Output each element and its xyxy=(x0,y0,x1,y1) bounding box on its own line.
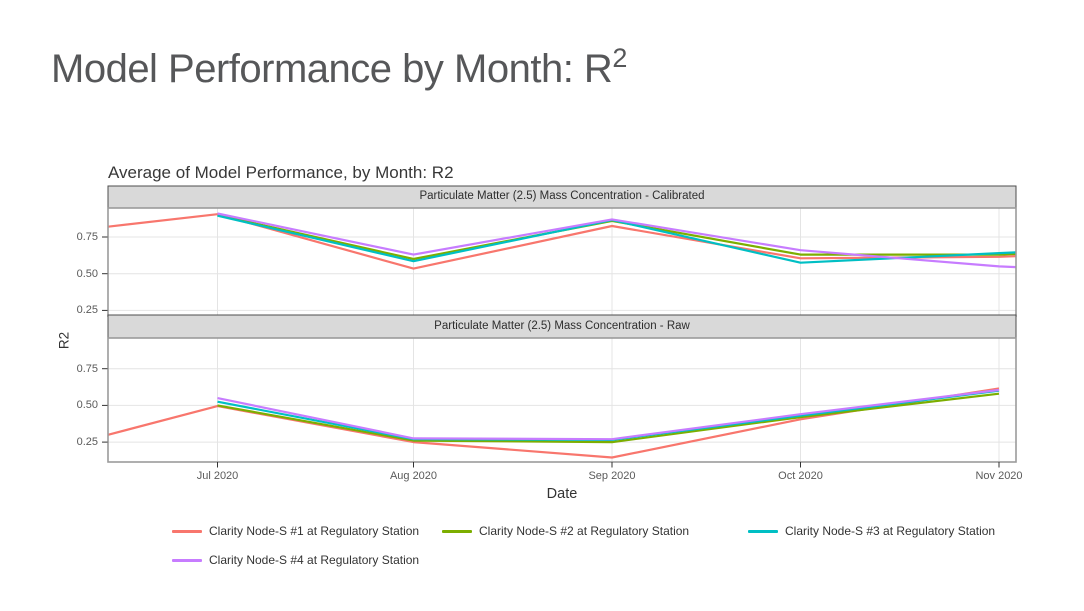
x-axis-tick-label: Sep 2020 xyxy=(588,470,636,482)
x-axis-tick-label: Jul 2020 xyxy=(196,470,239,482)
data-line xyxy=(217,212,1017,269)
x-axis-title: Date xyxy=(546,486,578,502)
y-axis-tick-label: 0.50 xyxy=(76,267,98,280)
legend-label: Clarity Node-S #1 at Regulatory Station xyxy=(209,524,420,538)
legend-entry[interactable]: Clarity Node-S #4 at Regulatory Station xyxy=(172,552,419,568)
legend-entry[interactable]: Clarity Node-S #3 at Regulatory Station xyxy=(748,523,995,539)
x-axis-tick-label: Aug 2020 xyxy=(389,470,438,482)
page-title-text: Model Performance by Month: R xyxy=(51,47,613,91)
legend-entry[interactable]: Clarity Node-S #1 at Regulatory Station xyxy=(172,523,419,539)
data-line xyxy=(217,392,1000,444)
data-line xyxy=(217,388,1000,441)
x-axis-tick-label: Oct 2020 xyxy=(778,470,823,482)
legend-swatch-line xyxy=(172,529,202,533)
data-line xyxy=(217,213,1017,261)
y-axis-tick-label: 0.75 xyxy=(76,231,98,243)
y-axis-tick-label: 0.25 xyxy=(76,304,98,317)
data-line xyxy=(217,214,1017,264)
chart-title: Average of Model Performance, by Month: … xyxy=(108,163,454,182)
legend-swatch-line xyxy=(442,529,472,533)
legend-entry[interactable]: Clarity Node-S #2 at Regulatory Station xyxy=(442,523,689,539)
y-axis-tick-label: 0.50 xyxy=(76,399,98,412)
y-axis-tick-label: 0.75 xyxy=(76,362,98,375)
legend-label: Clarity Node-S #4 at Regulatory Station xyxy=(209,553,420,567)
data-line xyxy=(217,389,1000,441)
legend-swatch-line xyxy=(748,529,778,533)
panel-border xyxy=(107,207,1017,317)
data-line xyxy=(107,387,1000,459)
legend-label: Clarity Node-S #2 at Regulatory Station xyxy=(479,524,690,538)
page-title-superscript: 2 xyxy=(612,43,627,73)
facet-strip-label-raw: Particulate Matter (2.5) Mass Concentrat… xyxy=(434,320,690,332)
legend-label: Clarity Node-S #3 at Regulatory Station xyxy=(785,524,996,538)
y-axis-tick-label: 0.25 xyxy=(76,436,98,449)
panel-border xyxy=(107,337,1017,463)
y-axis-title: R2 xyxy=(56,331,72,350)
facet-strip-label-calibrated: Particulate Matter (2.5) Mass Concentrat… xyxy=(419,190,705,202)
legend-swatch-line xyxy=(172,558,202,562)
page-title: Model Performance by Month: R2 xyxy=(51,43,627,92)
x-axis-tick-label: Nov 2020 xyxy=(975,470,1023,482)
